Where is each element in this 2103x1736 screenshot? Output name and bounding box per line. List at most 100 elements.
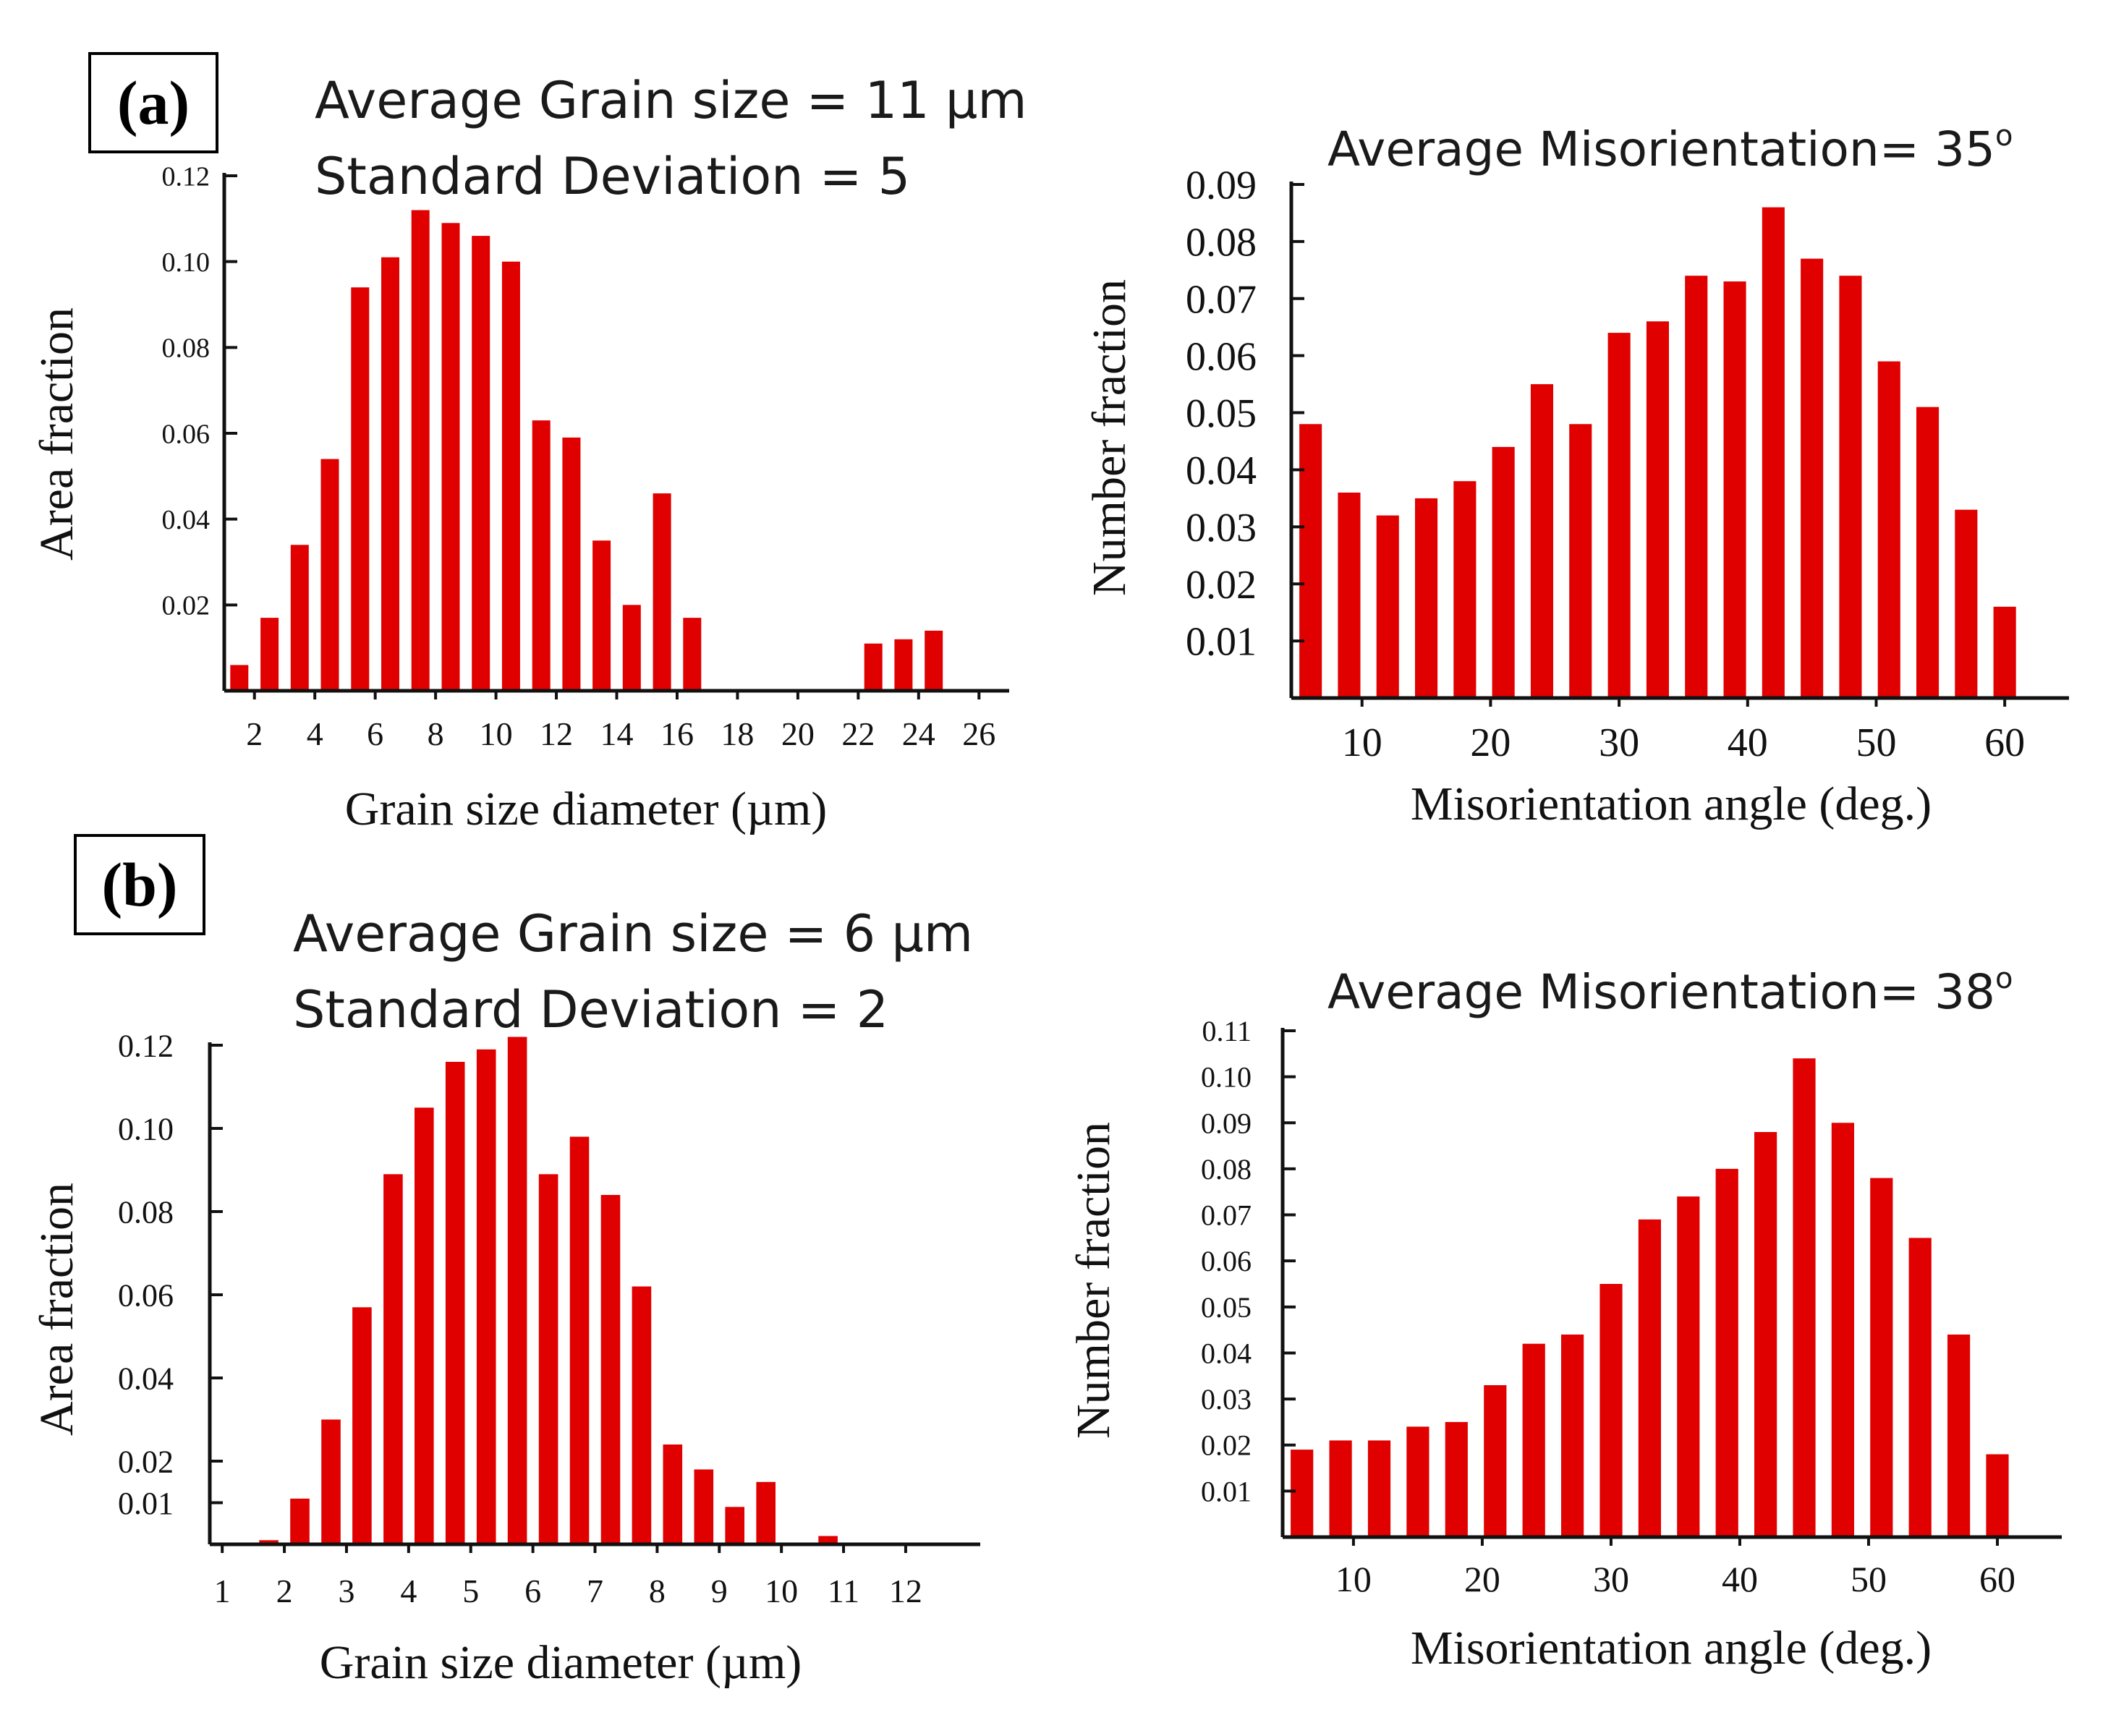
y-tick-label-a-grain-2: 0.06 xyxy=(162,419,211,449)
x-tick-label-b-grain-0: 1 xyxy=(214,1573,231,1609)
bar-b-mis-5 xyxy=(1484,1385,1507,1537)
x-tick-label-b-grain-5: 6 xyxy=(524,1573,541,1609)
bar-b-mis-4 xyxy=(1445,1421,1468,1537)
bar-a-mis-6 xyxy=(1530,384,1553,698)
bar-a-mis-14 xyxy=(1839,276,1862,698)
bar-a-mis-7 xyxy=(1569,424,1592,698)
bar-a-grain-4 xyxy=(351,287,370,691)
bar-b-grain-0 xyxy=(259,1540,279,1545)
y-tick-label-b-grain-4: 0.08 xyxy=(118,1194,174,1230)
x-axis-label-a-grain: Grain size diameter (µm) xyxy=(345,783,828,835)
x-tick-label-b-grain-10: 11 xyxy=(828,1573,859,1609)
bar-b-mis-6 xyxy=(1522,1343,1545,1537)
x-axis-label-b-mis: Misorientation angle (deg.) xyxy=(1411,1622,1932,1675)
x-tick-label-a-grain-0: 2 xyxy=(246,715,263,752)
bar-b-mis-12 xyxy=(1754,1132,1777,1537)
bar-a-grain-0 xyxy=(230,665,249,691)
bar-a-grain-7 xyxy=(441,223,460,691)
panel-label-b: (b) xyxy=(74,834,205,935)
x-tick-label-a-mis-2: 30 xyxy=(1599,720,1639,765)
y-tick-label-b-grain-0: 0.01 xyxy=(118,1486,174,1521)
y-tick-label-b-mis-1: 0.02 xyxy=(1201,1429,1252,1462)
x-tick-label-b-grain-9: 10 xyxy=(765,1573,798,1609)
bar-b-grain-9 xyxy=(538,1174,558,1545)
bar-b-grain-16 xyxy=(756,1481,776,1545)
y-tick-label-a-mis-0: 0.01 xyxy=(1186,620,1257,665)
bar-a-grain-5 xyxy=(381,257,399,691)
y-tick-label-b-mis-5: 0.06 xyxy=(1201,1245,1252,1277)
x-tick-label-a-grain-2: 6 xyxy=(367,715,383,752)
bar-a-grain-9 xyxy=(501,261,520,691)
bar-a-mis-5 xyxy=(1492,446,1515,698)
bar-b-mis-11 xyxy=(1715,1168,1738,1537)
x-tick-label-a-grain-7: 16 xyxy=(660,715,694,752)
bar-a-grain-12 xyxy=(592,540,611,691)
bar-a-mis-4 xyxy=(1453,481,1477,698)
y-tick-label-b-mis-7: 0.08 xyxy=(1201,1153,1252,1186)
bar-a-mis-1 xyxy=(1338,493,1361,698)
x-tick-label-a-grain-10: 22 xyxy=(841,715,875,752)
x-tick-label-b-grain-2: 3 xyxy=(338,1573,354,1609)
bar-b-mis-15 xyxy=(1870,1178,1893,1537)
std-deviation-a: Standard Deviation = 5 xyxy=(315,147,911,206)
misorientation-title-b-text: Average Misorientation= 38 xyxy=(1327,964,1995,1020)
bar-b-mis-10 xyxy=(1677,1196,1700,1537)
bar-b-mis-2 xyxy=(1367,1440,1391,1537)
x-tick-label-a-grain-12: 26 xyxy=(962,715,995,752)
bar-b-mis-18 xyxy=(1986,1454,2009,1537)
y-tick-label-a-grain-1: 0.04 xyxy=(162,505,211,535)
bar-a-grain-10 xyxy=(532,420,551,691)
y-tick-label-a-grain-3: 0.08 xyxy=(162,333,211,364)
bar-b-grain-12 xyxy=(632,1286,652,1544)
y-tick-label-b-mis-6: 0.07 xyxy=(1201,1199,1252,1232)
y-tick-label-b-grain-6: 0.12 xyxy=(118,1028,174,1063)
y-tick-label-a-mis-2: 0.03 xyxy=(1186,506,1257,550)
bar-b-grain-10 xyxy=(569,1136,590,1544)
y-tick-label-b-mis-3: 0.04 xyxy=(1201,1337,1252,1369)
x-tick-label-a-grain-8: 18 xyxy=(721,715,754,752)
bar-a-grain-13 xyxy=(622,605,641,691)
bar-b-grain-8 xyxy=(507,1037,527,1544)
x-tick-label-b-mis-5: 60 xyxy=(1979,1559,2015,1599)
degree-symbol-a: o xyxy=(1994,119,2013,153)
y-tick-label-a-grain-4: 0.10 xyxy=(162,247,211,278)
bar-a-grain-21 xyxy=(894,639,913,691)
avg-grain-size-b: Average Grain size = 6 µm xyxy=(293,904,974,963)
x-tick-label-b-grain-11: 12 xyxy=(889,1573,922,1609)
bar-b-grain-7 xyxy=(476,1049,496,1545)
y-tick-label-b-grain-1: 0.02 xyxy=(118,1444,174,1479)
bar-b-grain-1 xyxy=(290,1498,310,1545)
bar-a-grain-15 xyxy=(683,618,702,691)
x-tick-label-b-grain-4: 5 xyxy=(462,1573,479,1609)
bar-b-grain-2 xyxy=(321,1419,341,1544)
bar-a-grain-8 xyxy=(472,236,490,692)
misorientation-title-a-text: Average Misorientation= 35 xyxy=(1327,122,1995,177)
x-tick-label-a-grain-3: 8 xyxy=(428,715,444,752)
avg-grain-size-a: Average Grain size = 11 µm xyxy=(315,71,1027,130)
std-deviation-b: Standard Deviation = 2 xyxy=(293,980,889,1039)
bar-a-mis-2 xyxy=(1376,515,1399,698)
y-tick-label-b-mis-9: 0.10 xyxy=(1201,1061,1252,1094)
y-axis-label-a-grain: Area fraction xyxy=(30,307,83,561)
bar-a-mis-8 xyxy=(1607,333,1631,698)
y-axis-label-b-grain: Area fraction xyxy=(30,1183,83,1436)
x-tick-label-a-grain-6: 14 xyxy=(600,715,634,752)
bar-b-grain-3 xyxy=(352,1307,372,1545)
x-tick-label-b-mis-3: 40 xyxy=(1722,1559,1758,1599)
bar-a-mis-3 xyxy=(1415,498,1438,698)
bar-a-mis-16 xyxy=(1916,407,1940,698)
bar-a-grain-14 xyxy=(653,493,671,691)
x-tick-label-a-mis-3: 40 xyxy=(1728,720,1768,765)
bar-a-grain-11 xyxy=(562,437,581,691)
bar-b-mis-14 xyxy=(1831,1123,1854,1537)
bar-b-grain-4 xyxy=(383,1174,403,1545)
x-tick-label-a-grain-1: 4 xyxy=(307,715,323,752)
bar-a-mis-9 xyxy=(1646,321,1669,698)
x-tick-label-b-grain-6: 7 xyxy=(587,1573,603,1609)
y-tick-label-b-mis-2: 0.03 xyxy=(1201,1383,1252,1416)
x-tick-label-a-grain-11: 24 xyxy=(902,715,935,752)
bar-b-mis-16 xyxy=(1908,1238,1932,1537)
x-tick-label-a-grain-5: 12 xyxy=(540,715,573,752)
